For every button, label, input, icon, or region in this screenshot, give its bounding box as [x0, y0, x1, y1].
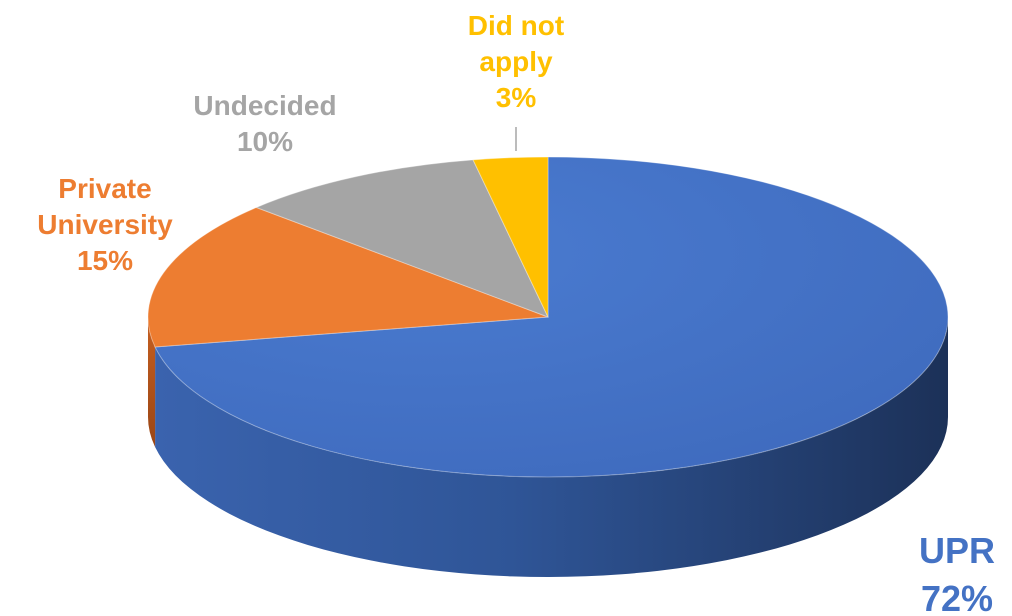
- pie-top-layer: [147, 156, 949, 478]
- data-label-did-not-apply: Did not apply 3%: [468, 10, 564, 113]
- data-label-upr: UPR 72%: [919, 530, 995, 616]
- pie-side-private-university: [148, 317, 156, 447]
- data-label-undecided: Undecided 10%: [193, 90, 336, 157]
- slice-labels: UPR 72% Private University 15% Undecided 10% Di…: [37, 10, 995, 616]
- pie-slice-did-not-apply: [472, 156, 549, 318]
- pie-side-upr: [155, 317, 949, 577]
- pie-slice-upr: [154, 156, 949, 478]
- data-label-private-university: Private University 15%: [37, 173, 173, 276]
- pie-side-layer: [148, 317, 949, 577]
- pie-slice-private-university: [147, 206, 549, 348]
- pie-slice-undecided: [255, 159, 549, 318]
